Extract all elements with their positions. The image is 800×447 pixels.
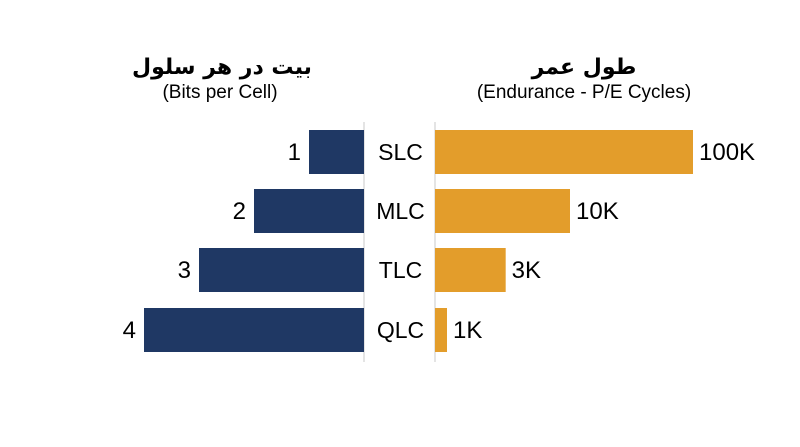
right-panel-subtitle: (Endurance - P/E Cycles) bbox=[477, 82, 691, 103]
bits-value-label-mlc: 2 bbox=[233, 198, 246, 225]
endurance-value-label-tlc: 3K bbox=[512, 257, 541, 284]
endurance-value-label-slc: 100K bbox=[699, 139, 755, 166]
right-panel-title: طول عمر bbox=[531, 55, 637, 80]
endurance-bar-tlc bbox=[435, 248, 506, 292]
endurance-value-label-mlc: 10K bbox=[576, 198, 619, 225]
category-label-tlc: TLC bbox=[379, 257, 422, 283]
bits-value-label-qlc: 4 bbox=[123, 317, 136, 344]
bits-bar-slc bbox=[309, 130, 364, 174]
bits-bar-qlc bbox=[144, 308, 364, 352]
bits-bar-tlc bbox=[199, 248, 364, 292]
category-label-mlc: MLC bbox=[376, 198, 425, 224]
bits-bar-mlc bbox=[254, 189, 364, 233]
category-label-qlc: QLC bbox=[377, 317, 424, 343]
bars-layer: 1 SLC 100K 2 MLC 10K 3 TLC 3K 4 QLC 1K bbox=[123, 130, 755, 352]
endurance-bar-slc bbox=[435, 130, 693, 174]
endurance-value-label-qlc: 1K bbox=[453, 317, 482, 344]
left-panel-title: بیت در هر سلول bbox=[132, 55, 312, 80]
endurance-bar-mlc bbox=[435, 189, 570, 233]
bits-value-label-slc: 1 bbox=[288, 139, 301, 166]
left-panel-subtitle: (Bits per Cell) bbox=[162, 82, 277, 103]
category-label-slc: SLC bbox=[378, 139, 423, 165]
endurance-bar-qlc bbox=[435, 308, 447, 352]
bits-value-label-tlc: 3 bbox=[178, 257, 191, 284]
